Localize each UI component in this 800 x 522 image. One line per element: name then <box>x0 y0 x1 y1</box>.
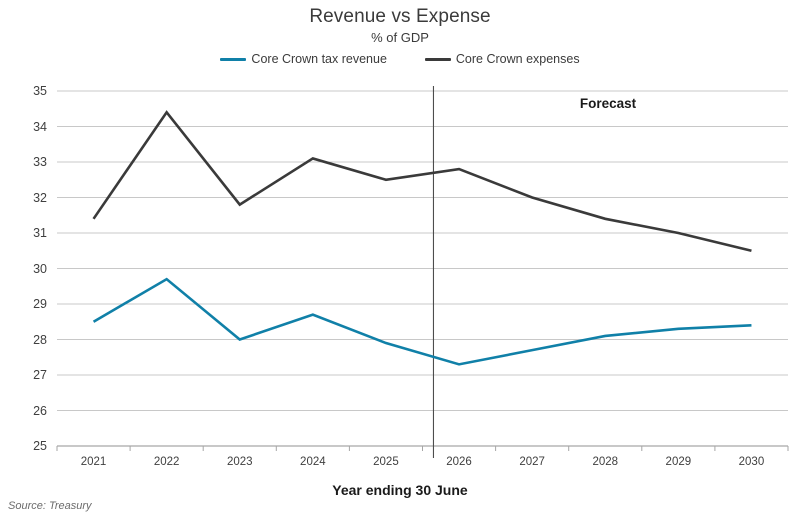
y-axis-tick-label: 34 <box>33 119 47 134</box>
chart-title: Revenue vs Expense <box>309 6 491 27</box>
x-axis-title: Year ending 30 June <box>332 482 468 498</box>
x-axis-tick-label: 2022 <box>153 456 180 468</box>
chart-legend: Core Crown tax revenue Core Crown expense… <box>0 52 800 66</box>
source-note: Source: Treasury <box>8 500 92 512</box>
y-axis-tick-label: 29 <box>33 297 47 311</box>
legend-label: Core Crown tax revenue <box>251 52 387 66</box>
x-axis-tick-label: 2029 <box>665 456 692 468</box>
y-axis-tick-label: 33 <box>33 155 47 169</box>
chart-subtitle: % of GDP <box>371 30 429 45</box>
y-axis-tick-label: 27 <box>33 368 47 382</box>
series-line-1 <box>92 277 752 366</box>
x-axis-tick-label: 2021 <box>80 456 107 468</box>
series-line-2 <box>92 110 752 253</box>
legend-label: Core Crown expenses <box>455 52 580 66</box>
x-axis-tick-label: 2030 <box>738 456 765 468</box>
y-axis-tick-label: 32 <box>33 190 47 205</box>
x-axis-tick-label: 2028 <box>592 456 619 468</box>
x-axis-tick-label: 2023 <box>226 456 253 468</box>
legend-item-2[interactable]: Core Crown expenses <box>424 52 580 66</box>
y-axis-tick-label: 25 <box>33 439 47 453</box>
legend-item-1[interactable]: Core Crown tax revenue <box>220 52 387 66</box>
y-axis-tick-label: 28 <box>33 332 47 347</box>
x-axis-tick-label: 2026 <box>446 456 472 468</box>
legend-swatch-icon <box>220 57 247 61</box>
legend-swatch-icon <box>424 57 451 61</box>
y-axis-tick-label: 31 <box>33 226 47 240</box>
x-axis-tick-label: 2024 <box>300 456 326 468</box>
y-axis-tick-label: 26 <box>33 403 47 418</box>
y-axis-tick-label: 30 <box>33 261 47 276</box>
forecast-annotation-label: Forecast <box>579 96 637 112</box>
x-axis-tick-label: 2027 <box>519 456 545 468</box>
x-axis-tick-label: 2025 <box>373 456 399 468</box>
y-axis-tick-label: 35 <box>33 84 47 98</box>
